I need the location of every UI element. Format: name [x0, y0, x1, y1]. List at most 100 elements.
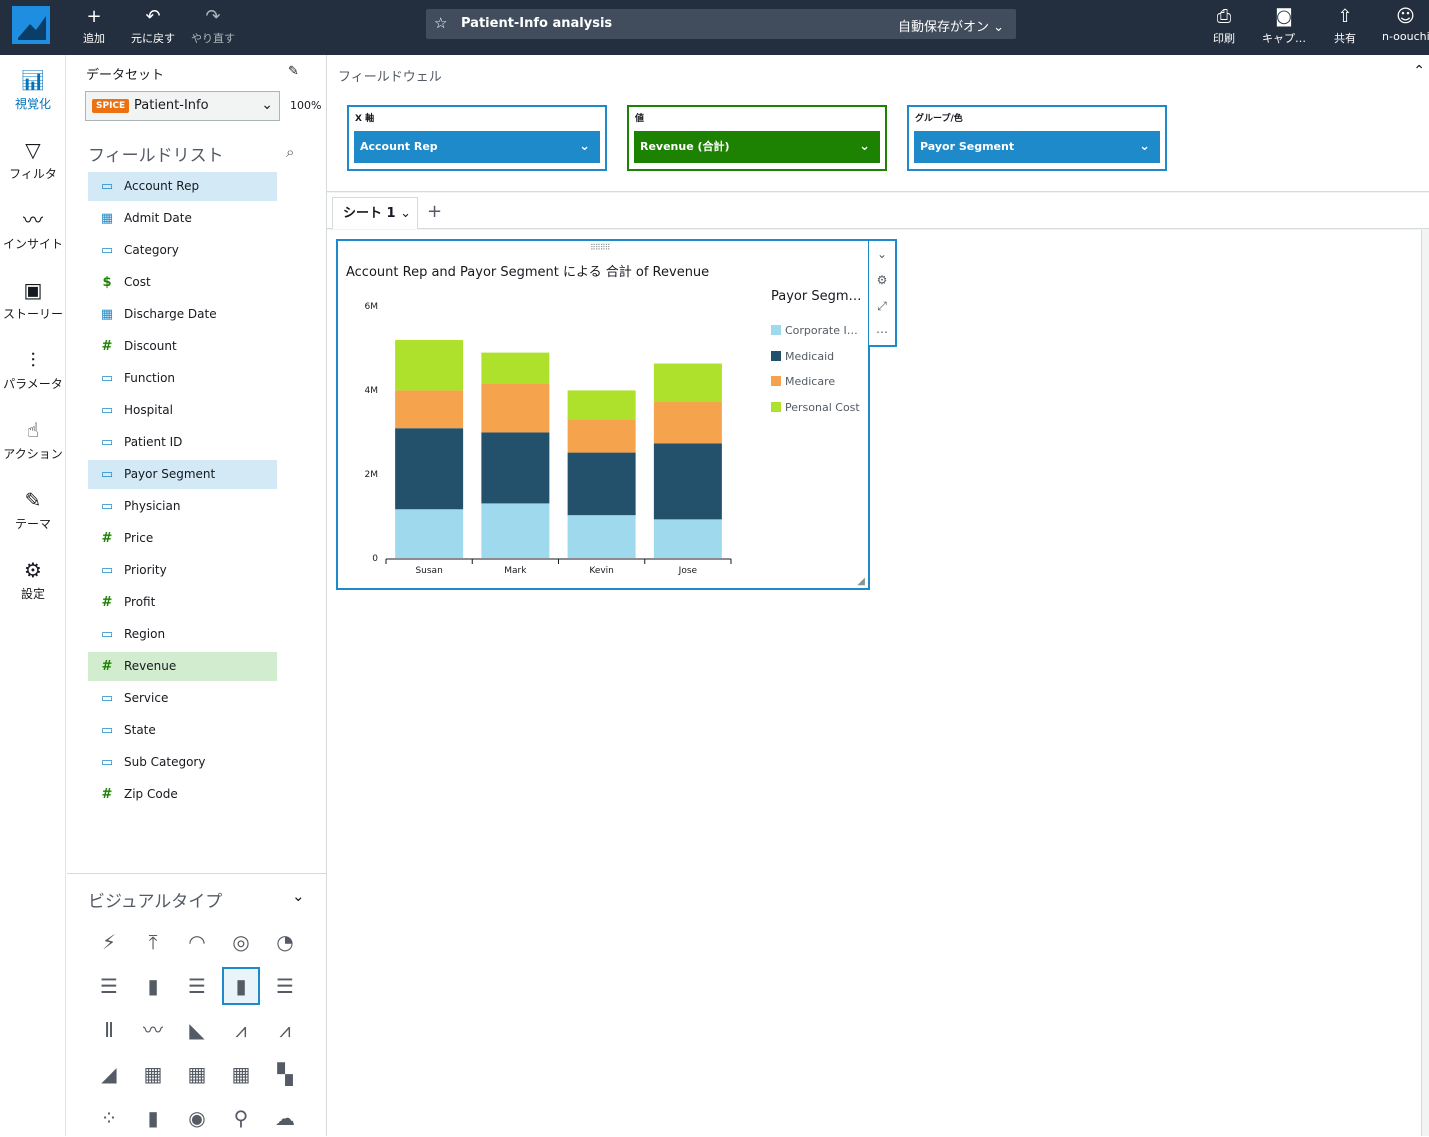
field-item[interactable]: ▭ Sub Category — [88, 748, 277, 777]
pivot-table-icon[interactable]: ▦ — [143, 1062, 163, 1086]
gauge-icon[interactable]: ◠ — [188, 930, 206, 954]
geo-map-icon[interactable]: ◉ — [188, 1106, 206, 1130]
field-item[interactable]: ▭ Function — [88, 364, 277, 393]
horizontal-bar-icon[interactable]: ☰ — [100, 974, 118, 998]
field-item[interactable]: ▭ Physician — [88, 492, 277, 521]
word-cloud-icon[interactable]: ☁ — [275, 1106, 295, 1130]
field-item[interactable]: ▭ Hospital — [88, 396, 277, 425]
field-item[interactable]: ▭ Payor Segment — [88, 460, 277, 489]
field-item[interactable]: # Discount — [88, 332, 277, 361]
resize-handle-icon[interactable]: ◢ — [857, 576, 865, 587]
field-item[interactable]: ▭ Category — [88, 236, 277, 265]
field-item[interactable]: ▭ State — [88, 716, 277, 745]
star-icon[interactable]: ☆ — [434, 14, 448, 32]
field-item[interactable]: # Revenue — [88, 652, 277, 681]
value-field-pill[interactable]: Revenue (合計) ⌄ — [634, 131, 880, 163]
nav-filter[interactable]: ▽ フィルタ — [0, 135, 66, 182]
kpi-icon[interactable]: ⚡ — [101, 930, 117, 954]
collapse-chevron-icon[interactable]: ⌄ — [292, 887, 305, 905]
field-item[interactable]: # Price — [88, 524, 277, 553]
field-item[interactable]: ▦ Discharge Date — [88, 300, 277, 329]
y-tick-label: 2M — [365, 470, 379, 480]
legend-item[interactable]: Corporate I… — [771, 324, 858, 337]
search-icon[interactable]: ⌕ — [286, 143, 295, 161]
nav-themes[interactable]: ✎ テーマ — [0, 485, 66, 532]
nav-settings[interactable]: ⚙ 設定 — [0, 555, 66, 602]
dataset-select[interactable]: SPICE Patient-Info ⌄ — [85, 91, 280, 121]
horizontal-100-bar-icon[interactable]: ☰ — [276, 974, 294, 998]
nav-actions[interactable]: ☝ アクション — [0, 415, 66, 462]
histogram-icon[interactable]: ▮ — [147, 1106, 159, 1130]
x-axis-well[interactable]: X 軸 Account Rep ⌄ — [347, 105, 607, 171]
nav-visualize[interactable]: 📊︎ 視覚化 — [0, 65, 66, 112]
share-button[interactable]: ⇧ 共有 — [1334, 6, 1356, 45]
scrollbar[interactable] — [1422, 230, 1429, 1136]
action-icon: ☝ — [26, 418, 40, 442]
drag-handle-icon[interactable]: ⠿⠿⠿⠿ — [590, 243, 610, 252]
field-item[interactable]: ▭ Account Rep — [88, 172, 277, 201]
field-item[interactable]: ▭ Service — [88, 684, 277, 713]
user-menu[interactable]: ☺ n-oouchi — [1382, 6, 1429, 43]
autosave-toggle[interactable]: 自動保存がオン ⌄ — [897, 20, 1004, 35]
field-item[interactable]: # Profit — [88, 588, 277, 617]
sheet-canvas: ⠿⠿⠿⠿ Account Rep and Payor Segment による 合… — [327, 230, 1422, 1136]
legend-item[interactable]: Personal Cost — [771, 401, 860, 414]
capture-button[interactable]: ◙ キャプ… — [1262, 6, 1306, 45]
quicksight-logo[interactable] — [12, 6, 50, 44]
analysis-title[interactable]: Patient-Info analysis — [461, 16, 613, 31]
donut-icon[interactable]: ◎ — [232, 930, 250, 954]
collapse-up-icon[interactable]: ⌃ — [1413, 63, 1425, 79]
more-options-icon[interactable]: ⋯ — [876, 325, 888, 339]
horizontal-stacked-bar-icon[interactable]: ☰ — [188, 974, 206, 998]
area-chart-icon[interactable]: ◣ — [189, 1018, 205, 1042]
field-item[interactable]: ▭ Patient ID — [88, 428, 277, 457]
insight-icon[interactable]: ⚲ — [233, 1106, 249, 1130]
format-gear-icon[interactable]: ⚙ — [876, 273, 888, 287]
kpi-compare-icon[interactable]: ⤒ — [148, 930, 158, 954]
expand-icon[interactable]: ⤢ — [877, 299, 887, 313]
settings-icon: ⚙ — [24, 558, 42, 582]
nav-insights[interactable]: 〰 インサイト — [0, 205, 66, 252]
print-button[interactable]: ⎙ 印刷 — [1213, 6, 1235, 45]
vertical-100-bar-icon[interactable]: Ⅱ — [104, 1018, 114, 1042]
line-chart-icon[interactable]: 〰 — [143, 1018, 163, 1042]
field-item[interactable]: ▭ Region — [88, 620, 277, 649]
stacked-area-icon[interactable]: ◢ — [101, 1062, 117, 1086]
value-well[interactable]: 値 Revenue (合計) ⌄ — [627, 105, 887, 171]
pie-icon[interactable]: ◔ — [276, 930, 294, 954]
scatter-icon[interactable]: ⁘ — [100, 1106, 118, 1130]
redo-button[interactable]: ↷ やり直す — [191, 6, 235, 45]
edit-pencil-icon[interactable]: ✎ — [288, 64, 299, 79]
collapse-visual-icon[interactable]: ⌄ — [876, 247, 888, 261]
tab-sheet-1[interactable]: シート 1 ⌄ — [332, 197, 418, 229]
group-field-pill[interactable]: Payor Segment ⌄ — [914, 131, 1160, 163]
x-axis-field-pill[interactable]: Account Rep ⌄ — [354, 131, 600, 163]
bar-chart-visual[interactable]: ⠿⠿⠿⠿ Account Rep and Payor Segment による 合… — [336, 239, 870, 590]
bar-segment — [567, 515, 636, 558]
x-tick-label: Kevin — [589, 566, 614, 576]
visual-title[interactable]: Account Rep and Payor Segment による 合計 of … — [346, 265, 710, 280]
nav-parameters[interactable]: ⫶ パラメータ — [0, 345, 66, 392]
tree-map-icon[interactable]: ▚ — [277, 1062, 293, 1086]
heatmap-icon[interactable]: ▦ — [231, 1062, 251, 1086]
table-icon[interactable]: ▦ — [187, 1062, 207, 1086]
vertical-stacked-bar-icon[interactable]: ▮ — [222, 967, 260, 1005]
legend-item[interactable]: Medicare — [771, 375, 835, 388]
bar-segment — [653, 363, 722, 402]
field-name: Discharge Date — [124, 307, 217, 321]
analysis-title-box[interactable]: ☆ Patient-Info analysis 自動保存がオン ⌄ — [426, 9, 1016, 39]
combo-chart-icon[interactable]: ⩘ — [235, 1018, 247, 1042]
combo-line-icon[interactable]: ⩘ — [279, 1018, 291, 1042]
add-sheet-icon[interactable]: + — [427, 201, 443, 222]
nav-story[interactable]: ▣ ストーリー — [0, 275, 66, 322]
field-item[interactable]: ▦ Admit Date — [88, 204, 277, 233]
add-button[interactable]: + 追加 — [83, 6, 105, 45]
field-item[interactable]: $ Cost — [88, 268, 277, 297]
field-item[interactable]: # Zip Code — [88, 780, 277, 809]
undo-button[interactable]: ↶ 元に戻す — [131, 6, 175, 45]
field-item[interactable]: ▭ Priority — [88, 556, 277, 585]
group-color-well[interactable]: グループ/色 Payor Segment ⌄ — [907, 105, 1167, 171]
legend-item[interactable]: Medicaid — [771, 350, 834, 363]
bar-segment — [567, 419, 636, 453]
vertical-bar-icon[interactable]: ▮ — [147, 974, 159, 998]
